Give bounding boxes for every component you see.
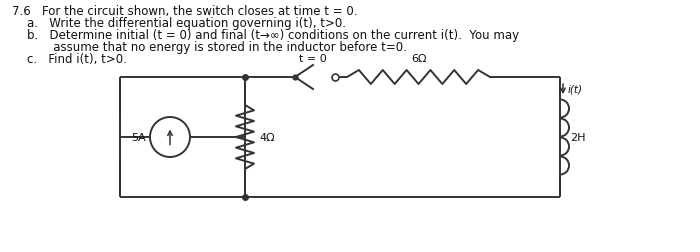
Text: a.   Write the differential equation governing i(t), t>0.: a. Write the differential equation gover… (12, 17, 346, 30)
Text: assume that no energy is stored in the inductor before t=0.: assume that no energy is stored in the i… (12, 41, 407, 54)
Text: 7.6   For the circuit shown, the switch closes at time t = 0.: 7.6 For the circuit shown, the switch cl… (12, 5, 358, 18)
Text: t = 0: t = 0 (299, 54, 327, 64)
Circle shape (150, 117, 190, 158)
Text: 4Ω: 4Ω (259, 133, 274, 142)
Text: 6Ω: 6Ω (411, 54, 426, 64)
Text: 2H: 2H (570, 133, 585, 142)
Text: c.   Find i(t), t>0.: c. Find i(t), t>0. (12, 53, 127, 66)
Text: i(t): i(t) (568, 85, 583, 94)
Text: b.   Determine initial (t = 0) and final (t→∞) conditions on the current i(t).  : b. Determine initial (t = 0) and final (… (12, 29, 519, 42)
Text: 5A: 5A (132, 133, 146, 142)
